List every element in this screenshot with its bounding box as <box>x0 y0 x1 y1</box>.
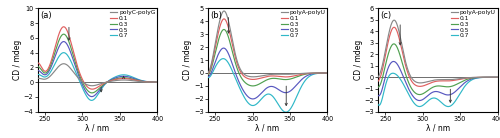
Legend: polyA-polyU, 0.1, 0.3, 0.5, 0.7: polyA-polyU, 0.1, 0.3, 0.5, 0.7 <box>280 10 326 39</box>
Y-axis label: CD / mdeg: CD / mdeg <box>354 40 362 80</box>
X-axis label: λ / nm: λ / nm <box>86 123 110 132</box>
Legend: polyC-polyG, 0.1, 0.3, 0.5, 0.7: polyC-polyG, 0.1, 0.3, 0.5, 0.7 <box>110 10 156 39</box>
Text: (b): (b) <box>210 11 222 20</box>
Legend: polyA-polyU, 0.1, 0.3, 0.5, 0.7: polyA-polyU, 0.1, 0.3, 0.5, 0.7 <box>450 10 496 39</box>
Y-axis label: CD / mdeg: CD / mdeg <box>184 40 192 80</box>
Text: (c): (c) <box>380 11 391 20</box>
Text: (a): (a) <box>40 11 52 20</box>
X-axis label: λ / nm: λ / nm <box>426 123 450 132</box>
X-axis label: λ / nm: λ / nm <box>256 123 280 132</box>
Y-axis label: CD / mdeg: CD / mdeg <box>14 40 22 80</box>
